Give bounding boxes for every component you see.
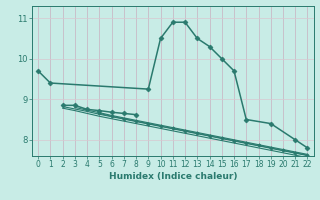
X-axis label: Humidex (Indice chaleur): Humidex (Indice chaleur) [108, 172, 237, 181]
